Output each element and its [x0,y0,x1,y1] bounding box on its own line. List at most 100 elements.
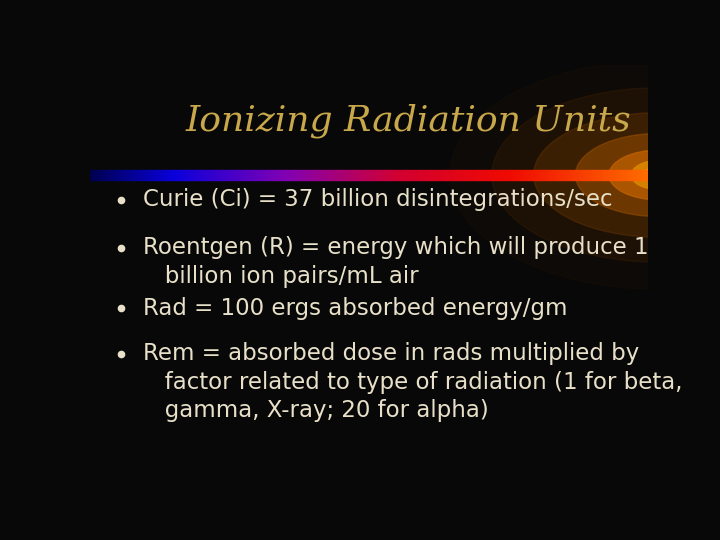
Bar [239,171,240,180]
Bar [564,171,566,180]
Bar [498,171,499,180]
Bar [516,171,518,180]
Bar [575,171,577,180]
Bar [250,171,252,180]
Bar [358,171,360,180]
Bar [243,171,244,180]
Bar [444,171,445,180]
Bar [503,171,505,180]
Bar [280,171,282,180]
Bar [644,171,646,180]
Bar [392,171,393,180]
Bar [553,171,555,180]
Bar [211,171,213,180]
Bar [622,171,624,180]
Bar [192,171,194,180]
Bar [105,171,107,180]
Bar [266,171,269,180]
Bar [122,171,124,180]
Bar [574,171,575,180]
Bar [585,171,587,180]
Bar [415,171,418,180]
Bar [97,171,99,180]
Bar [406,171,408,180]
Bar [449,171,451,180]
Bar [616,171,618,180]
Bar [642,171,644,180]
Bar [624,171,626,180]
Bar [441,171,444,180]
Bar [547,171,549,180]
Bar [341,171,343,180]
Bar [490,171,492,180]
Bar [114,171,116,180]
Bar [240,171,243,180]
Bar [637,171,639,180]
Bar [237,171,239,180]
Bar [492,171,494,180]
Bar [387,171,390,180]
Bar [209,171,211,180]
Bar [505,171,507,180]
Bar [198,171,199,180]
Bar [549,171,552,180]
Bar [213,171,215,180]
Bar [557,171,559,180]
Bar [447,171,449,180]
Bar [282,171,284,180]
Bar [482,171,485,180]
Bar [606,171,607,180]
Bar [138,171,140,180]
Bar [222,171,224,180]
Bar [499,171,501,180]
Bar [646,171,648,180]
Bar [311,171,313,180]
Text: billion ion pairs/mL air: billion ion pairs/mL air [143,265,418,287]
Bar [155,171,157,180]
Bar [427,171,428,180]
Bar [333,171,336,180]
Ellipse shape [644,167,675,183]
Bar [520,171,521,180]
Bar [488,171,490,180]
Text: Ionizing Radiation Units: Ionizing Radiation Units [186,104,631,138]
Bar [124,171,125,180]
Bar [298,171,300,180]
Bar [529,171,531,180]
Bar [639,171,641,180]
Bar [620,171,622,180]
Bar [324,171,326,180]
Bar [186,171,189,180]
Text: Rad = 100 ergs absorbed energy/gm: Rad = 100 ergs absorbed energy/gm [143,296,567,320]
Bar [307,171,310,180]
Bar [635,171,637,180]
Bar [235,171,237,180]
Ellipse shape [450,60,720,289]
Bar [568,171,570,180]
Bar [107,171,109,180]
Bar [460,171,462,180]
Bar [164,171,166,180]
Bar [466,171,467,180]
Bar [304,171,306,180]
Ellipse shape [575,133,720,217]
Bar [157,171,159,180]
Bar [194,171,196,180]
Bar [261,171,263,180]
Bar [177,171,179,180]
Bar [631,171,633,180]
Bar [603,171,606,180]
Bar [600,171,601,180]
Bar [601,171,603,180]
Bar [512,171,514,180]
Bar [371,171,373,180]
Bar [518,171,520,180]
Bar [272,171,274,180]
Bar [271,171,272,180]
Bar [127,171,129,180]
Bar [588,171,590,180]
Bar [544,171,546,180]
Bar [510,171,512,180]
Bar [294,171,297,180]
Bar [144,171,145,180]
